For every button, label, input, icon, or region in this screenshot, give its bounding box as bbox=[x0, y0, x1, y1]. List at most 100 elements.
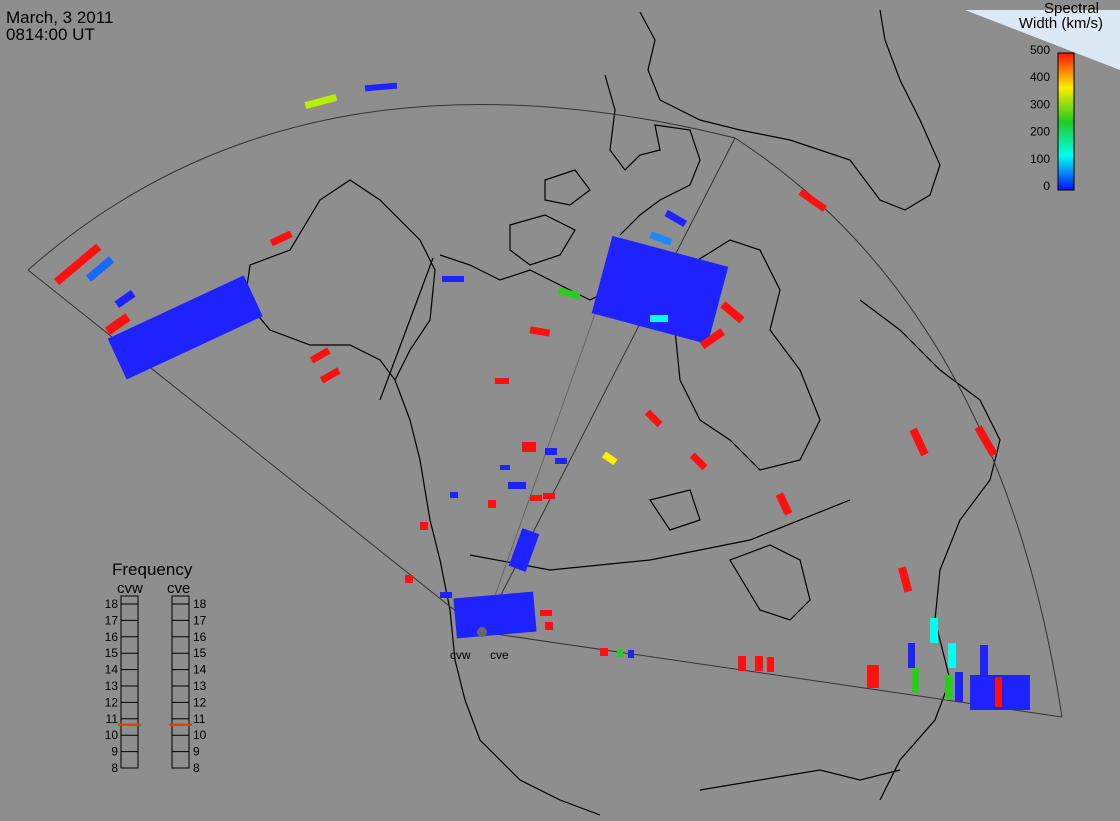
echo bbox=[450, 492, 458, 498]
colorbar-tick-label: 0 bbox=[1043, 179, 1050, 193]
echo bbox=[309, 347, 331, 364]
fov-beam-line bbox=[481, 299, 601, 633]
frequency-tick-label: 9 bbox=[111, 745, 118, 759]
frequency-column-box bbox=[120, 595, 139, 769]
echo bbox=[555, 458, 567, 464]
echo bbox=[508, 528, 540, 572]
echo bbox=[930, 618, 938, 643]
echo bbox=[644, 409, 663, 428]
echo bbox=[945, 675, 953, 700]
canada-north-coast bbox=[439, 254, 611, 301]
echo bbox=[53, 243, 102, 286]
echo bbox=[530, 495, 542, 501]
echo bbox=[948, 643, 956, 668]
great-lakes bbox=[729, 544, 811, 621]
echo bbox=[980, 645, 988, 675]
echo bbox=[912, 668, 919, 693]
frequency-column-box bbox=[171, 595, 190, 769]
greenland-coast bbox=[639, 9, 941, 211]
radar-echoes bbox=[53, 82, 1030, 710]
hudson-bay bbox=[674, 239, 821, 471]
echo bbox=[974, 425, 998, 457]
echo bbox=[319, 367, 341, 384]
echo bbox=[720, 301, 745, 324]
radar-label-east: cve bbox=[490, 648, 509, 662]
echo bbox=[995, 677, 1002, 707]
frequency-title: Frequency bbox=[112, 560, 193, 579]
arctic-islands bbox=[604, 74, 701, 236]
frequency-tick-label: 16 bbox=[105, 630, 119, 644]
echo bbox=[798, 188, 828, 212]
frequency-tick-label: 13 bbox=[105, 679, 119, 693]
echo bbox=[601, 451, 618, 466]
echo bbox=[649, 231, 673, 246]
frequency-tick-label: 15 bbox=[193, 646, 207, 660]
echo bbox=[543, 493, 555, 499]
frequency-tick-label: 12 bbox=[105, 695, 119, 709]
frequency-panel: Frequency cvw cve 1817161514131211109818… bbox=[105, 560, 207, 775]
echo bbox=[591, 235, 729, 345]
great-lakes-2 bbox=[649, 489, 701, 531]
echo bbox=[440, 592, 452, 598]
frequency-tick-label: 11 bbox=[106, 712, 119, 726]
echo bbox=[650, 315, 668, 322]
frequency-tick-label: 8 bbox=[111, 761, 118, 775]
frequency-col-label-cvw: cvw bbox=[117, 580, 143, 597]
radar-label-west: cvw bbox=[450, 648, 471, 662]
frequency-tick-label: 17 bbox=[193, 613, 207, 627]
echo bbox=[557, 287, 581, 300]
frequency-tick-label: 17 bbox=[105, 613, 119, 627]
frequency-tick-label: 13 bbox=[193, 679, 207, 693]
colorbar-ticks: 500 400 300 200 100 0 bbox=[1030, 43, 1050, 193]
frequency-tick-label: 9 bbox=[193, 745, 200, 759]
corner-highlight bbox=[965, 10, 1120, 70]
frequency-tick-label: 18 bbox=[105, 597, 119, 611]
echo bbox=[545, 622, 553, 630]
echo bbox=[405, 575, 413, 583]
gulf-coast bbox=[699, 769, 901, 791]
echo bbox=[508, 482, 526, 489]
frequency-tick-label: 11 bbox=[193, 712, 206, 726]
frequency-tick-label: 14 bbox=[105, 663, 119, 677]
frequency-tick-label: 16 bbox=[193, 630, 207, 644]
frequency-columns: 18 17 16 15 14 13 12 11 10 9 8 18 17 16 15 14 13 12 11 10 9 8 bbox=[105, 595, 207, 775]
echo bbox=[104, 313, 131, 335]
echo bbox=[364, 82, 398, 92]
echo bbox=[269, 230, 293, 247]
colorbar-title-line2: Width (km/s) bbox=[1019, 15, 1103, 32]
colorbar-gradient bbox=[1057, 52, 1075, 191]
arctic-island-2 bbox=[509, 214, 576, 266]
echo bbox=[908, 643, 915, 668]
labrador-coast bbox=[859, 299, 1001, 801]
alaska-canada-border bbox=[379, 257, 434, 401]
time-label: 0814:00 UT bbox=[6, 25, 95, 44]
echo bbox=[442, 276, 464, 282]
frequency-tick-label: 14 bbox=[193, 663, 207, 677]
echo bbox=[628, 650, 634, 658]
echo bbox=[909, 427, 929, 457]
alaska-coast bbox=[244, 179, 436, 382]
echo bbox=[955, 672, 963, 702]
frequency-col-label-cve: cve bbox=[167, 580, 190, 597]
echo bbox=[85, 256, 115, 282]
pacific-coast bbox=[394, 379, 601, 816]
colorbar: Spectral Width (km/s) 500 400 300 200 100 0 bbox=[1019, 0, 1103, 193]
frequency-tick-label: 18 bbox=[193, 597, 207, 611]
echo bbox=[600, 648, 608, 656]
echo bbox=[617, 649, 623, 657]
colorbar-tick-label: 200 bbox=[1030, 125, 1050, 139]
colorbar-tick-label: 500 bbox=[1030, 43, 1050, 57]
echo bbox=[664, 209, 688, 227]
echo bbox=[114, 289, 136, 309]
colorbar-tick-label: 400 bbox=[1030, 70, 1050, 84]
colorbar-title-line1: Spectral bbox=[1044, 0, 1099, 17]
echo bbox=[304, 93, 338, 110]
colorbar-tick-label: 100 bbox=[1030, 152, 1050, 166]
echo bbox=[453, 591, 537, 639]
echo bbox=[488, 500, 496, 508]
echo bbox=[420, 522, 428, 530]
echo bbox=[755, 656, 763, 671]
echo bbox=[545, 448, 557, 455]
